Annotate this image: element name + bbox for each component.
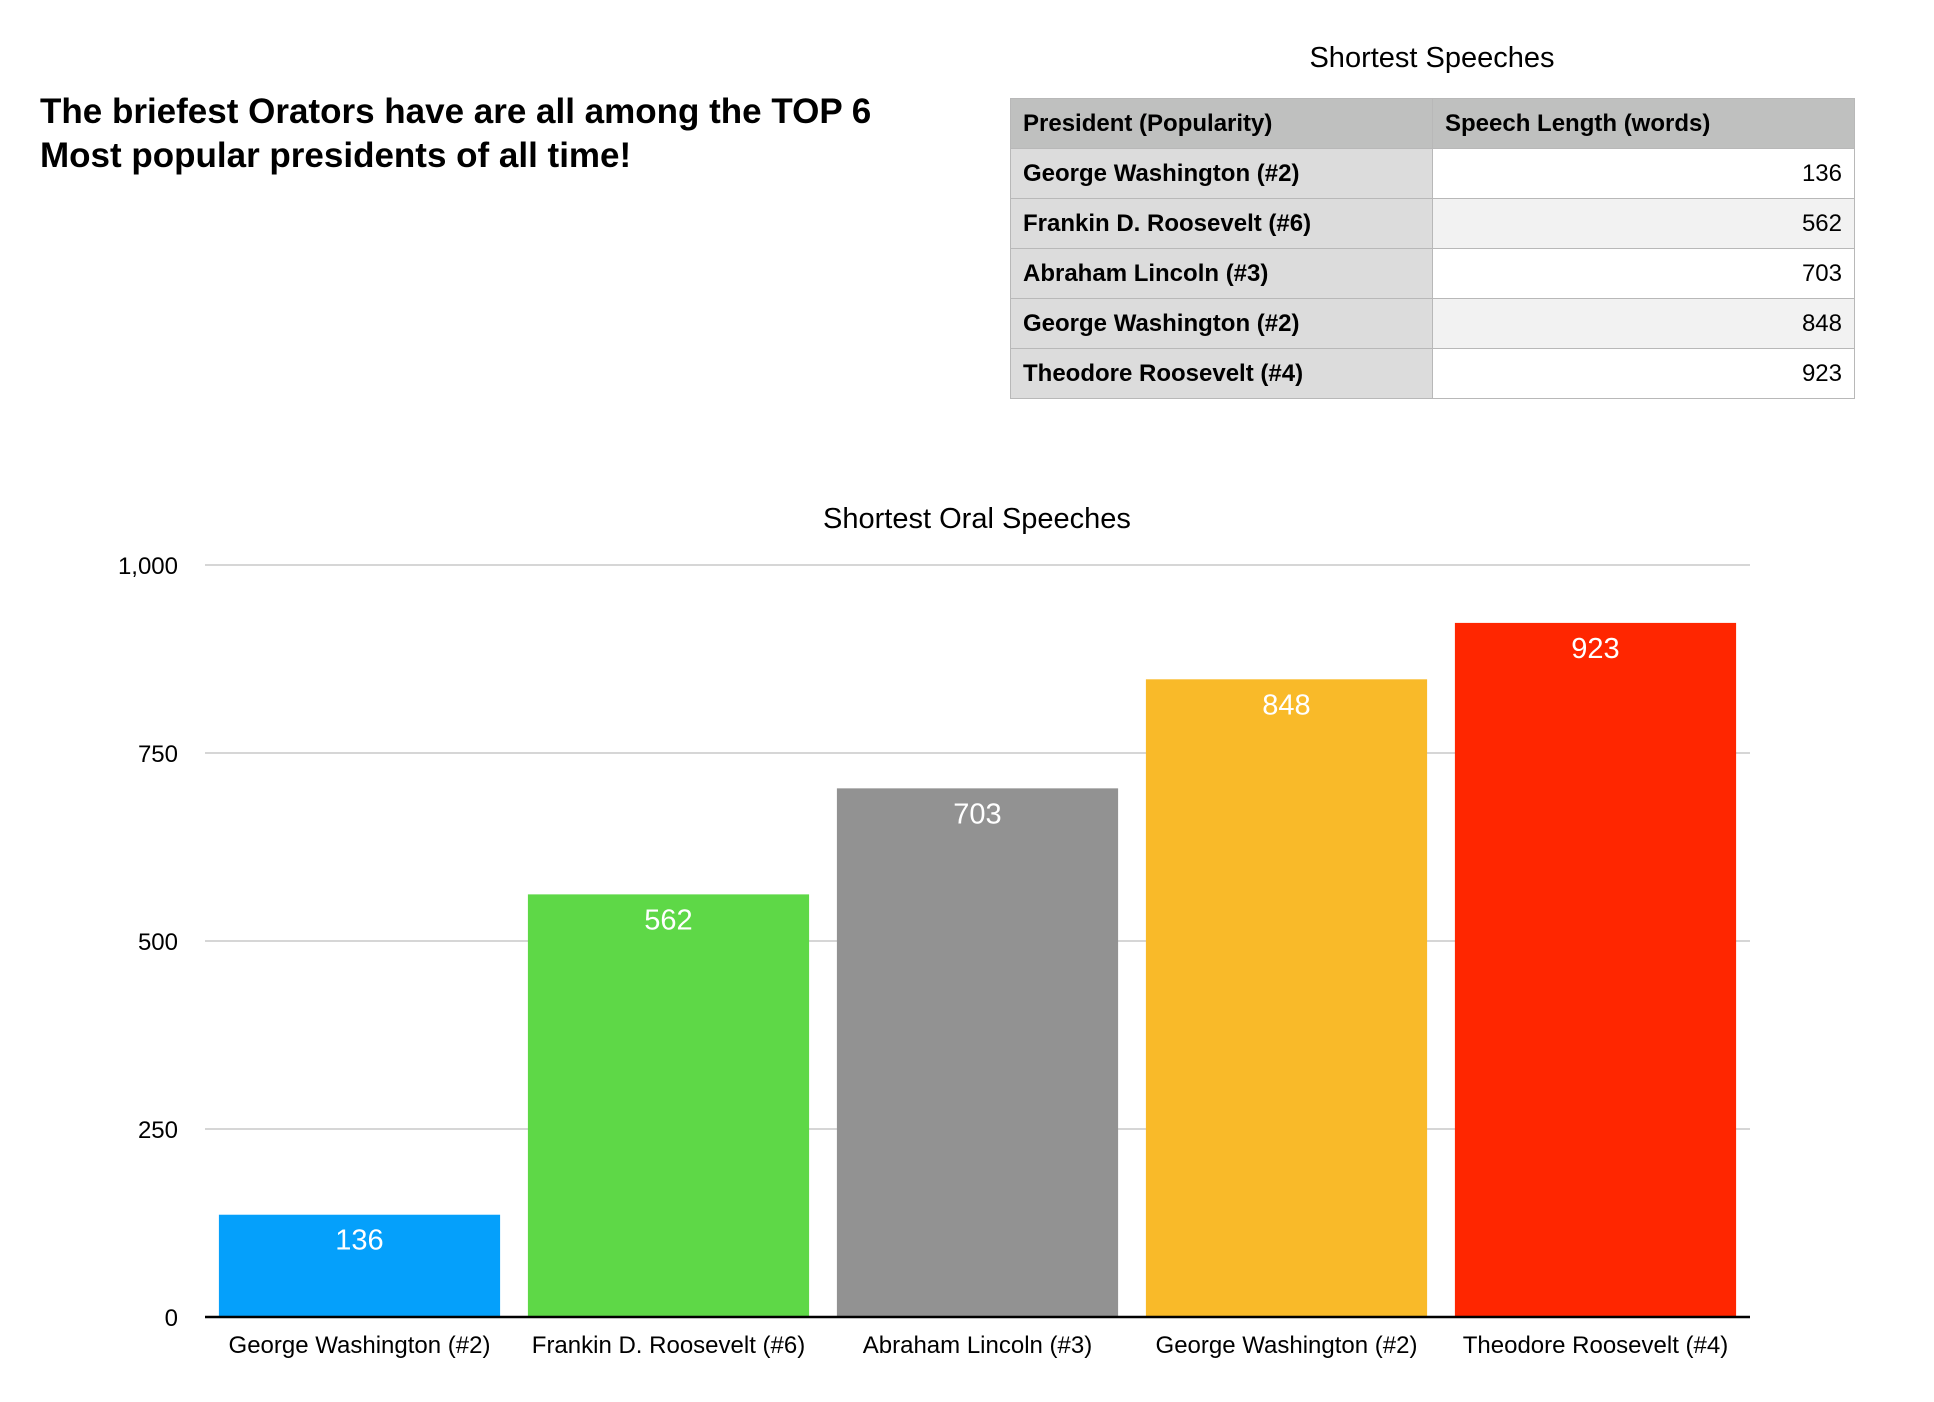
bars	[218, 622, 1737, 1317]
table-row: George Washington (#2) 136	[1010, 148, 1855, 199]
x-category-label: Abraham Lincoln (#3)	[863, 1332, 1092, 1359]
headline-line-1: The briefest Orators have are all among …	[40, 92, 872, 131]
table-row: Abraham Lincoln (#3) 703	[1010, 248, 1855, 299]
x-category-label: George Washington (#2)	[1156, 1332, 1418, 1359]
table-cell-length: 703	[1432, 248, 1855, 299]
table-cell-length: 562	[1432, 198, 1855, 249]
table-cell-length: 923	[1432, 348, 1855, 399]
bar	[1454, 622, 1737, 1317]
table-row: Theodore Roosevelt (#4) 923	[1010, 348, 1855, 399]
y-tick-label: 1,000	[118, 553, 178, 580]
table-cell-president: Frankin D. Roosevelt (#6)	[1010, 198, 1433, 249]
table-cell-president: George Washington (#2)	[1010, 148, 1433, 199]
bar-value-label: 923	[1571, 633, 1619, 665]
chart-title: Shortest Oral Speeches	[823, 503, 1131, 535]
x-category-label: Frankin D. Roosevelt (#6)	[532, 1332, 805, 1359]
table-header-row: President (Popularity) Speech Length (wo…	[1010, 98, 1855, 149]
table-title: Shortest Speeches	[1309, 42, 1555, 74]
x-axis-categories: George Washington (#2) Frankin D. Rooseve…	[229, 1332, 1729, 1359]
x-category-label: Theodore Roosevelt (#4)	[1463, 1332, 1728, 1359]
headline: The briefest Orators have are all among …	[40, 90, 940, 178]
table-cell-length: 136	[1432, 148, 1855, 199]
table-cell-length: 848	[1432, 298, 1855, 349]
table-row: George Washington (#2) 848	[1010, 298, 1855, 349]
table-cell-president: George Washington (#2)	[1010, 298, 1433, 349]
table-header-length: Speech Length (words)	[1432, 98, 1855, 149]
table-row: Frankin D. Roosevelt (#6) 562	[1010, 198, 1855, 249]
y-tick-label: 500	[138, 929, 178, 956]
bar-value-label: 136	[335, 1225, 383, 1257]
bar	[836, 788, 1119, 1317]
bar-value-label: 848	[1262, 689, 1310, 721]
headline-line-2: Most popular presidents of all time!	[40, 136, 632, 175]
x-category-label: George Washington (#2)	[229, 1332, 491, 1359]
data-labels: 136 562 703 848 923	[335, 633, 1619, 1257]
bar	[218, 1214, 501, 1317]
table-cell-president: Theodore Roosevelt (#4)	[1010, 348, 1433, 399]
bar-value-label: 562	[644, 904, 692, 936]
bar-value-label: 703	[953, 798, 1001, 830]
y-axis-ticks: 0 250 500 750 1,000	[118, 553, 178, 1332]
y-tick-label: 750	[138, 741, 178, 768]
y-tick-label: 0	[165, 1305, 178, 1332]
speech-table: President (Popularity) Speech Length (wo…	[1010, 98, 1855, 399]
bar	[527, 894, 810, 1317]
y-tick-label: 250	[138, 1117, 178, 1144]
bar	[1145, 679, 1428, 1317]
